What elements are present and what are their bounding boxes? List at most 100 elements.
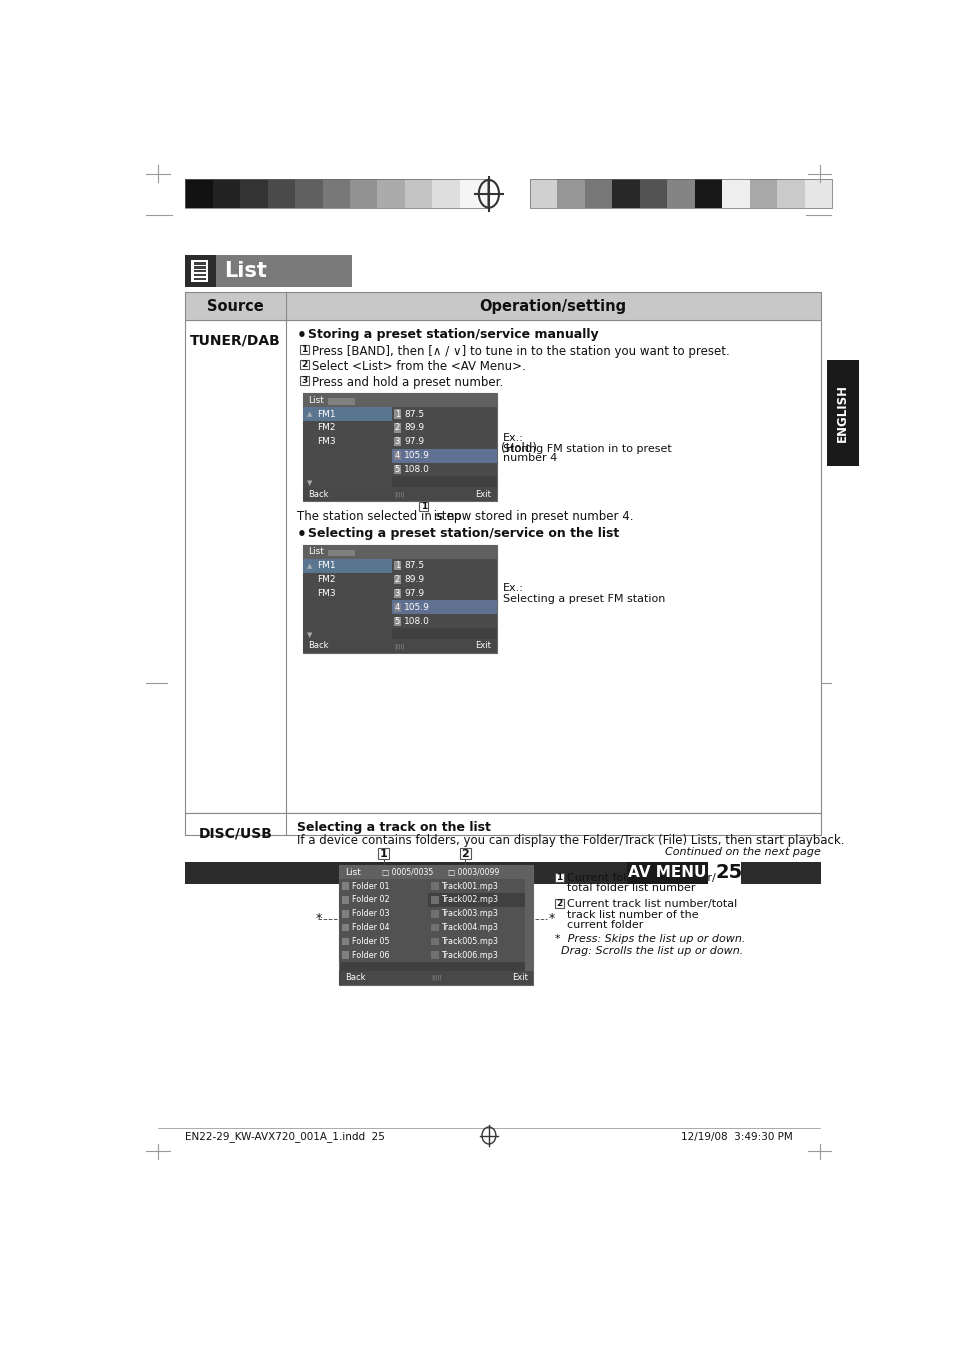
Bar: [394, 452, 401, 460]
Bar: [303, 558, 392, 573]
Bar: [431, 938, 438, 945]
Text: Storing FM station in to preset: Storing FM station in to preset: [502, 443, 671, 454]
Bar: [394, 410, 401, 419]
Text: 105.9: 105.9: [404, 603, 430, 612]
Text: Press and hold a preset number.: Press and hold a preset number.: [312, 376, 503, 388]
Text: List: List: [308, 548, 324, 557]
Text: Track006.mp3: Track006.mp3: [440, 950, 497, 960]
Bar: [303, 545, 497, 653]
Bar: [394, 465, 401, 475]
Bar: [428, 907, 533, 921]
Text: Track002.mp3: Track002.mp3: [440, 895, 497, 904]
Bar: [185, 320, 820, 813]
Text: total folder list number: total folder list number: [567, 883, 695, 894]
Bar: [721, 180, 749, 208]
Bar: [303, 449, 392, 462]
Text: *: *: [548, 913, 555, 926]
Text: 2: 2: [395, 575, 399, 584]
Text: Back: Back: [308, 489, 329, 499]
Text: Source: Source: [207, 299, 264, 314]
Bar: [612, 180, 639, 208]
Text: track list number of the: track list number of the: [567, 910, 699, 919]
Bar: [584, 180, 612, 208]
Bar: [193, 270, 206, 272]
Bar: [428, 948, 533, 963]
Text: Continued on the next page: Continued on the next page: [664, 846, 820, 857]
Bar: [328, 549, 355, 557]
Text: |||||: |||||: [395, 491, 405, 498]
Bar: [303, 407, 392, 420]
Bar: [459, 180, 487, 208]
Text: Track004.mp3: Track004.mp3: [440, 923, 497, 932]
Text: Ex.:: Ex.:: [502, 584, 523, 594]
Bar: [394, 423, 401, 433]
Bar: [193, 277, 206, 280]
Text: 108.0: 108.0: [404, 617, 430, 626]
Text: 1: 1: [395, 410, 399, 419]
Text: 3: 3: [395, 437, 399, 446]
Text: |||||: |||||: [431, 975, 441, 980]
Text: FM1: FM1: [316, 561, 335, 571]
Bar: [339, 865, 533, 984]
Text: TUNER/DAB: TUNER/DAB: [190, 334, 280, 347]
Bar: [339, 971, 533, 984]
Bar: [530, 180, 831, 208]
Text: Track003.mp3: Track003.mp3: [440, 910, 497, 918]
Text: Press [​BAND​], then [∧​ / ∨] to tune in to the station you want to preset.: Press [​BAND​], then [∧​ / ∨] to tune in…: [312, 345, 729, 358]
Bar: [555, 873, 563, 883]
Text: *  Press: Skips the list up or down.: * Press: Skips the list up or down.: [555, 934, 744, 944]
Bar: [394, 437, 401, 446]
Text: Exit: Exit: [475, 489, 491, 499]
Text: 89.9: 89.9: [404, 423, 424, 433]
Text: EN22-29_KW-AVX720_001A_1.indd  25: EN22-29_KW-AVX720_001A_1.indd 25: [185, 1130, 385, 1141]
Text: ENGLISH: ENGLISH: [836, 384, 848, 442]
Bar: [303, 435, 392, 449]
Bar: [341, 923, 349, 932]
Text: •: •: [296, 327, 306, 343]
Bar: [431, 910, 438, 918]
Bar: [459, 848, 470, 859]
Bar: [267, 180, 294, 208]
Bar: [303, 476, 392, 491]
Bar: [185, 254, 216, 287]
Text: DISC/USB: DISC/USB: [198, 827, 273, 841]
Text: Folder 01: Folder 01: [352, 882, 389, 891]
Bar: [193, 274, 206, 276]
Bar: [378, 848, 389, 859]
Text: current folder: current folder: [567, 921, 643, 930]
Bar: [431, 952, 438, 959]
Bar: [667, 180, 694, 208]
Text: 4: 4: [395, 452, 399, 460]
Bar: [525, 879, 533, 971]
Bar: [303, 600, 392, 614]
Text: 1: 1: [420, 502, 427, 511]
Bar: [216, 254, 352, 287]
Bar: [350, 180, 377, 208]
Text: 2: 2: [301, 360, 307, 369]
Bar: [394, 617, 401, 626]
Bar: [303, 587, 392, 600]
Bar: [428, 879, 533, 892]
Bar: [428, 921, 533, 934]
Text: 2: 2: [556, 899, 562, 909]
Text: 5: 5: [395, 465, 399, 475]
Bar: [339, 865, 533, 879]
Bar: [303, 629, 392, 642]
Text: 5: 5: [395, 617, 399, 626]
Text: Ex.:: Ex.:: [502, 433, 523, 443]
Bar: [303, 614, 392, 629]
Bar: [339, 879, 428, 892]
Bar: [341, 952, 349, 959]
Text: Track001.mp3: Track001.mp3: [440, 882, 497, 891]
Text: Selecting a preset FM station: Selecting a preset FM station: [502, 595, 664, 604]
Bar: [341, 883, 349, 890]
Text: 1: 1: [395, 561, 399, 571]
Bar: [777, 180, 804, 208]
Bar: [404, 180, 432, 208]
Bar: [392, 435, 497, 449]
Text: Back: Back: [344, 973, 365, 982]
Text: 3: 3: [395, 589, 399, 598]
Bar: [240, 180, 267, 208]
Text: Folder 06: Folder 06: [352, 950, 389, 960]
Text: □ 0003/0099: □ 0003/0099: [447, 868, 498, 876]
